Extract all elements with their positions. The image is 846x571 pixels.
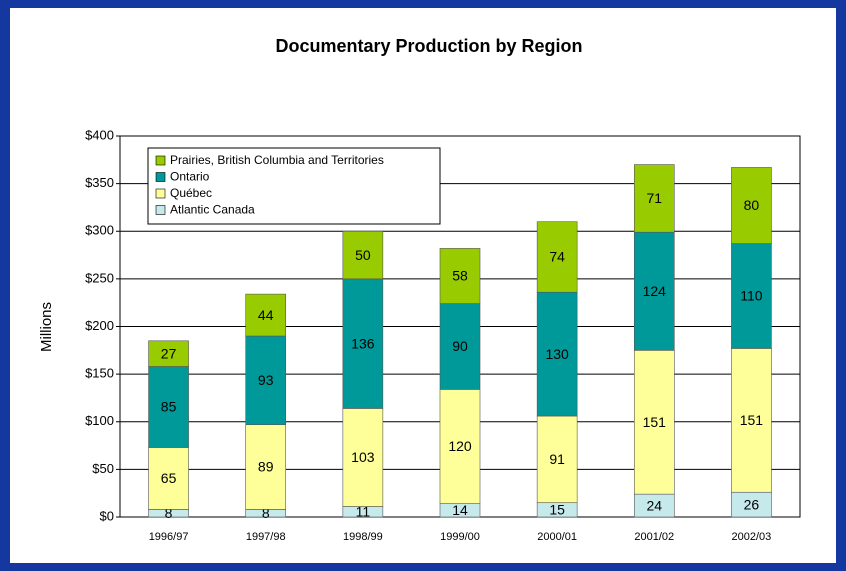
x-tick-label: 1996/97 xyxy=(149,531,189,543)
bar-segment xyxy=(536,221,578,293)
x-tick-label: 1999/00 xyxy=(440,531,480,543)
bar-segment xyxy=(148,340,189,367)
legend-swatch xyxy=(155,155,166,166)
x-tick-label: 1997/98 xyxy=(246,531,286,543)
legend-label: Atlantic Canada xyxy=(170,203,255,217)
data-label: 27 xyxy=(161,345,177,361)
y-tick-label: $100 xyxy=(85,413,114,428)
y-tick-label: $200 xyxy=(85,318,114,333)
bar-segment xyxy=(536,291,578,417)
data-label: 26 xyxy=(744,496,760,512)
data-label: 80 xyxy=(744,197,760,213)
bar-segment xyxy=(439,389,481,504)
bar-segment xyxy=(342,278,384,409)
data-label: 44 xyxy=(258,307,274,323)
bar-segment xyxy=(633,164,675,233)
data-label: 89 xyxy=(258,459,274,475)
data-label: 14 xyxy=(452,502,468,518)
bar-segment xyxy=(731,167,772,244)
data-label: 8 xyxy=(262,505,270,521)
bar-segment xyxy=(342,230,384,280)
bar-segment xyxy=(245,335,287,425)
bar-segment xyxy=(731,491,772,518)
legend-label: Québec xyxy=(170,186,212,200)
x-tick-label: 1998/99 xyxy=(343,531,383,543)
x-tick-label: 2000/01 xyxy=(537,531,577,543)
data-label: 120 xyxy=(448,438,472,454)
y-tick-label: $50 xyxy=(92,461,114,476)
bar-segment xyxy=(439,303,481,390)
bar-segment xyxy=(245,424,287,510)
x-tick-label: 2002/03 xyxy=(732,531,772,543)
bar-segment xyxy=(536,415,578,504)
y-tick-label: $400 xyxy=(85,127,114,142)
legend-label: Ontario xyxy=(170,170,210,184)
legend-box xyxy=(147,147,441,225)
bar-segment xyxy=(439,248,481,304)
data-label: 50 xyxy=(355,247,371,263)
bar-segment xyxy=(342,408,384,507)
data-label: 58 xyxy=(452,268,468,284)
y-tick-label: $250 xyxy=(85,270,114,285)
y-axis-label: Millions xyxy=(38,302,55,352)
data-label: 91 xyxy=(549,451,565,467)
data-label: 74 xyxy=(549,249,565,265)
data-label: 124 xyxy=(643,283,667,299)
bar-segment xyxy=(148,366,189,448)
data-label: 85 xyxy=(161,399,177,415)
bar-segment xyxy=(148,447,189,510)
y-tick-label: $150 xyxy=(85,366,114,381)
data-label: 93 xyxy=(258,372,274,388)
data-label: 90 xyxy=(452,338,468,354)
y-tick-label: $300 xyxy=(85,223,114,238)
y-tick-label: $350 xyxy=(85,175,114,190)
data-label: 151 xyxy=(643,414,667,430)
data-label: 103 xyxy=(351,449,375,465)
data-label: 130 xyxy=(545,346,569,362)
data-label: 24 xyxy=(646,497,662,513)
legend-swatch xyxy=(155,205,166,215)
data-label: 8 xyxy=(165,505,173,521)
y-tick-label: $0 xyxy=(100,508,114,523)
chart-title: Documentary Production by Region xyxy=(275,36,582,56)
bar-segment xyxy=(731,348,772,493)
x-tick-label: 2001/02 xyxy=(634,531,674,543)
bar-segment xyxy=(633,231,675,351)
bar-segment xyxy=(633,350,675,495)
data-label: 151 xyxy=(740,412,764,428)
data-label: 11 xyxy=(356,503,371,519)
data-label: 71 xyxy=(646,190,662,206)
legend-label: Prairies, British Columbia and Territori… xyxy=(170,153,384,167)
legend-swatch xyxy=(155,172,166,182)
data-label: 15 xyxy=(549,502,565,518)
bar-segment xyxy=(245,293,287,337)
bar-segment xyxy=(731,243,772,349)
data-label: 110 xyxy=(740,288,763,304)
data-label: 136 xyxy=(351,335,375,351)
legend-swatch xyxy=(155,188,166,199)
data-label: 65 xyxy=(161,470,177,486)
